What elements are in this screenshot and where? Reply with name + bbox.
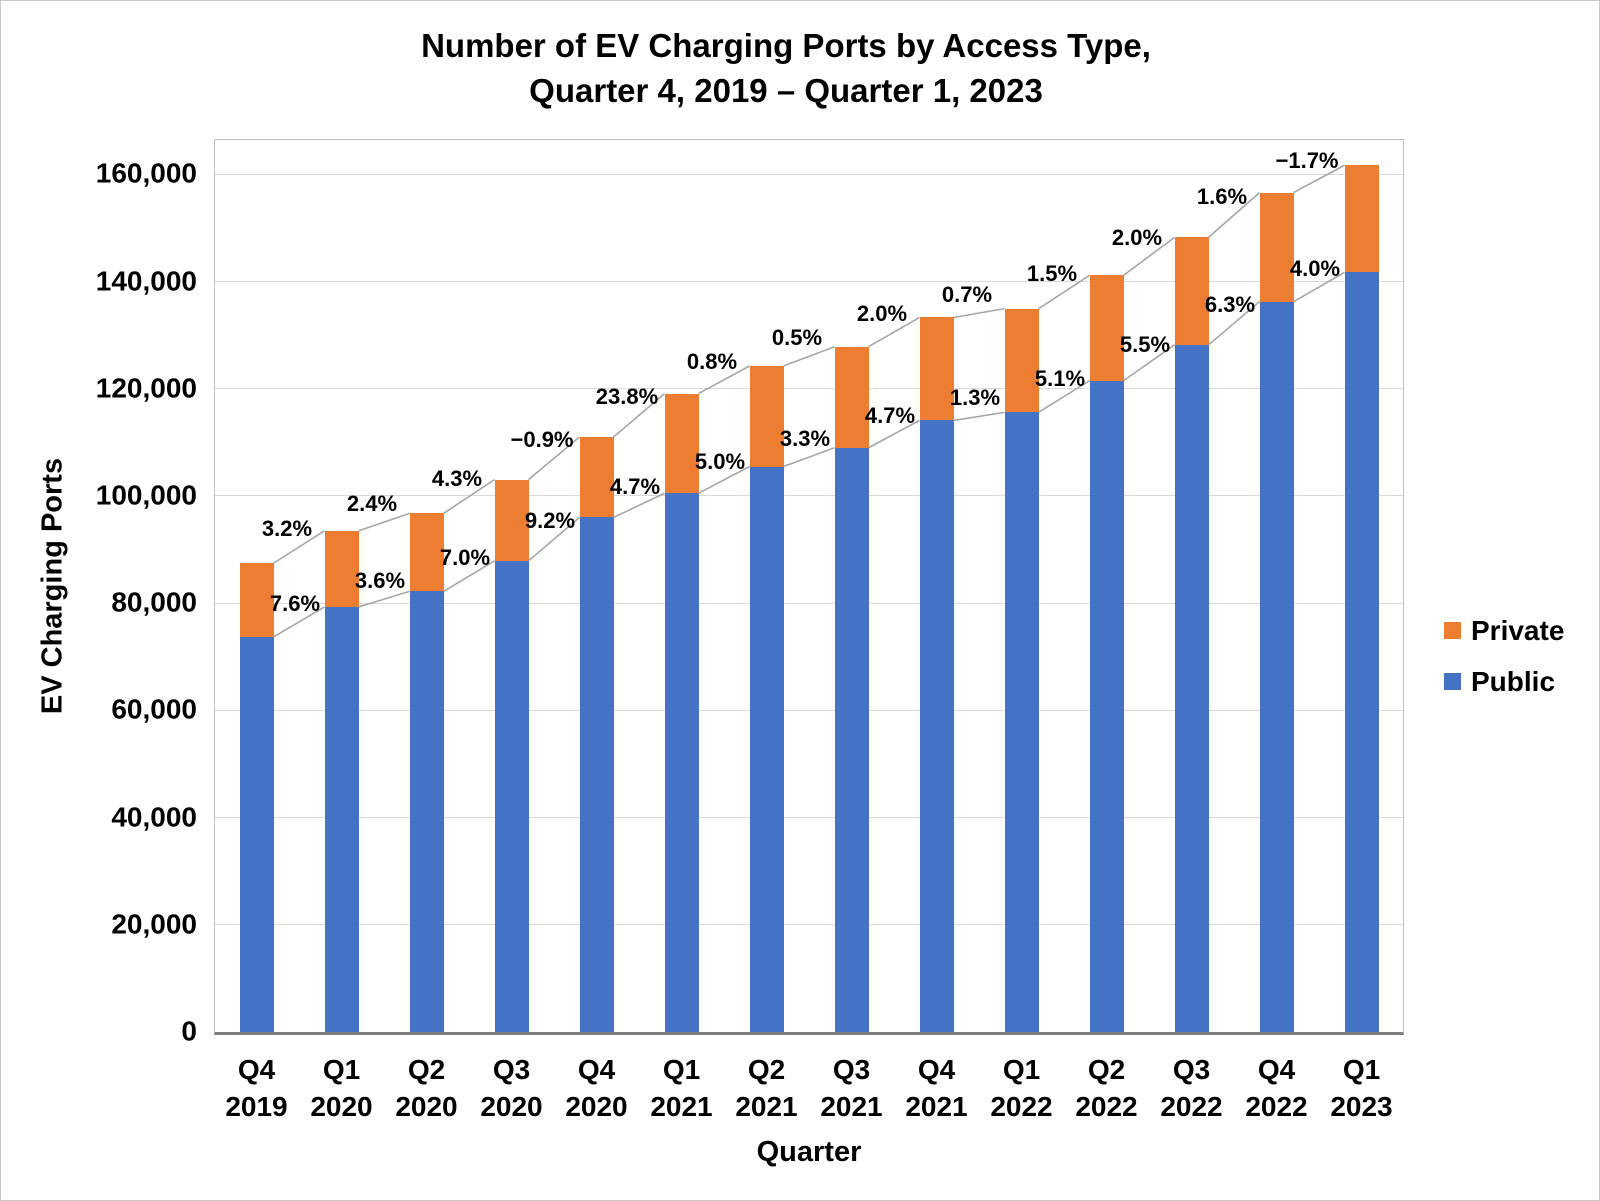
y-tick-label: 120,000: [95, 372, 197, 404]
bar-segment-public: [1259, 301, 1294, 1032]
growth-label-public: 5.0%: [694, 448, 746, 474]
bar-segment-public: [1174, 344, 1209, 1032]
growth-label-public: 6.3%: [1204, 292, 1256, 318]
bar-segment-private: [494, 479, 529, 561]
bar-segment-private: [1174, 237, 1209, 345]
bar-segment-public: [1089, 380, 1124, 1032]
bar-segment-public: [1004, 412, 1039, 1032]
bar-segment-public: [409, 591, 444, 1032]
gridline: [215, 173, 1403, 175]
x-tick-label: Q3 2021: [820, 1054, 883, 1122]
public-swatch-icon: [1444, 673, 1461, 690]
chart-title: Number of EV Charging Ports by Access Ty…: [421, 27, 1151, 109]
growth-label-private: 2.0%: [856, 301, 908, 327]
x-tick-label: Q1 2021: [650, 1054, 713, 1122]
growth-label-public: 7.0%: [439, 545, 491, 571]
x-tick-label: Q4 2020: [565, 1054, 628, 1122]
gridline: [215, 924, 1403, 926]
private-swatch-icon: [1444, 622, 1461, 639]
bar-segment-public: [664, 493, 699, 1032]
growth-label-private: 1.5%: [1026, 261, 1078, 287]
growth-label-private: 2.4%: [346, 491, 398, 517]
legend-item-private: Private: [1444, 614, 1564, 647]
x-tick-label: Q3 2020: [480, 1054, 543, 1122]
growth-label-public: 7.6%: [269, 590, 321, 616]
x-tick-label: Q1 2020: [310, 1054, 373, 1122]
growth-label-public: 4.7%: [864, 403, 916, 429]
growth-label-private: 4.3%: [431, 465, 483, 491]
growth-label-private: 0.8%: [686, 348, 738, 374]
x-tick-label: Q2 2021: [735, 1054, 798, 1122]
growth-label-private: 1.6%: [1196, 183, 1248, 209]
bar-segment-private: [919, 317, 954, 421]
x-tick-label: Q1 2023: [1330, 1054, 1393, 1122]
bar-segment-private: [579, 437, 614, 518]
x-tick-label: Q1 2022: [990, 1054, 1053, 1122]
legend-label-private: Private: [1471, 615, 1565, 646]
bar-segment-private: [1259, 192, 1294, 302]
y-tick-label: 140,000: [95, 264, 197, 296]
y-tick-label: 0: [181, 1015, 197, 1047]
growth-label-public: 3.3%: [779, 426, 831, 452]
y-tick-label: 40,000: [111, 800, 197, 832]
growth-label-public: 3.6%: [354, 568, 406, 594]
growth-label-public: 5.1%: [1034, 365, 1086, 391]
bar-segment-public: [1344, 272, 1379, 1032]
growth-label-public: 4.0%: [1289, 256, 1341, 282]
bar-segment-private: [1089, 275, 1124, 381]
growth-label-private: −0.9%: [510, 427, 574, 453]
bar-segment-private: [324, 530, 359, 607]
x-tick-label: Q4 2021: [905, 1054, 968, 1122]
gridline: [215, 281, 1403, 283]
growth-label-public: 4.7%: [609, 474, 661, 500]
x-axis-title: Quarter: [756, 1136, 862, 1168]
y-tick-label: 160,000: [95, 157, 197, 189]
growth-label-private: −1.7%: [1275, 147, 1339, 173]
growth-label-private: 3.2%: [261, 516, 313, 542]
growth-label-public: 5.5%: [1119, 331, 1171, 357]
growth-label-private: 2.0%: [1111, 225, 1163, 251]
bar-segment-private: [1004, 308, 1039, 413]
legend-item-public: Public: [1444, 665, 1564, 698]
legend-label-public: Public: [1471, 666, 1556, 697]
legend: Private Public: [1444, 614, 1564, 698]
growth-label-private: 23.8%: [595, 384, 659, 410]
bar-segment-private: [1344, 165, 1379, 273]
bar-segment-public: [919, 420, 954, 1032]
bar-segment-public: [239, 636, 274, 1032]
bar-segment-private: [239, 563, 274, 637]
gridline: [215, 495, 1403, 497]
bar-segment-private: [749, 366, 784, 467]
growth-label-private: 0.7%: [941, 282, 993, 308]
growth-label-private: 0.5%: [771, 325, 823, 351]
bar-segment-private: [664, 393, 699, 494]
y-tick-label: 20,000: [111, 908, 197, 940]
x-tick-label: Q3 2022: [1160, 1054, 1223, 1122]
x-tick-label: Q4 2022: [1245, 1054, 1308, 1122]
bar-segment-private: [409, 513, 444, 592]
gridline: [215, 602, 1403, 604]
growth-label-public: 9.2%: [524, 508, 576, 534]
x-tick-label: Q4 2019: [225, 1054, 288, 1122]
bar-segment-public: [494, 560, 529, 1032]
y-tick-label: 80,000: [111, 586, 197, 618]
bar-segment-public: [834, 447, 869, 1032]
gridline: [215, 817, 1403, 819]
y-tick-label: 60,000: [111, 693, 197, 725]
y-tick-label: 100,000: [95, 479, 197, 511]
x-tick-label: Q2 2020: [395, 1054, 458, 1122]
growth-label-public: 1.3%: [949, 385, 1001, 411]
bar-segment-public: [749, 466, 784, 1032]
bar-segment-public: [579, 517, 614, 1032]
gridline: [215, 709, 1403, 711]
x-tick-label: Q2 2022: [1075, 1054, 1138, 1122]
bar-segment-private: [834, 346, 869, 448]
gridline: [215, 388, 1403, 390]
bar-segment-public: [324, 606, 359, 1032]
